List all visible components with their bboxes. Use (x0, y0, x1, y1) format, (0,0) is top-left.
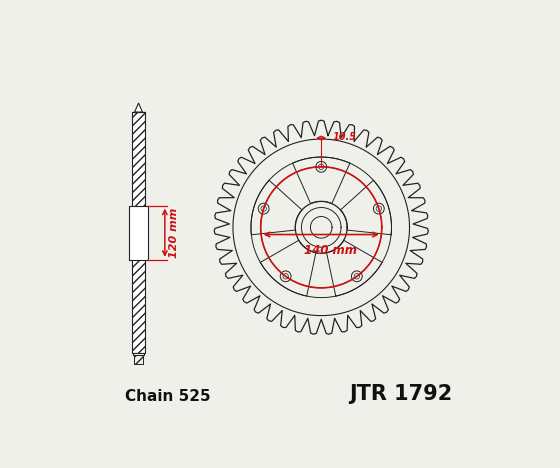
Polygon shape (134, 103, 142, 112)
Polygon shape (132, 112, 145, 353)
Polygon shape (133, 353, 144, 355)
Text: 120 mm: 120 mm (169, 207, 179, 258)
Polygon shape (129, 206, 148, 260)
Text: Chain 525: Chain 525 (125, 389, 211, 404)
Text: 140 mm: 140 mm (304, 243, 357, 256)
Text: JTR 1792: JTR 1792 (349, 384, 453, 404)
Text: 10.5: 10.5 (333, 132, 357, 142)
